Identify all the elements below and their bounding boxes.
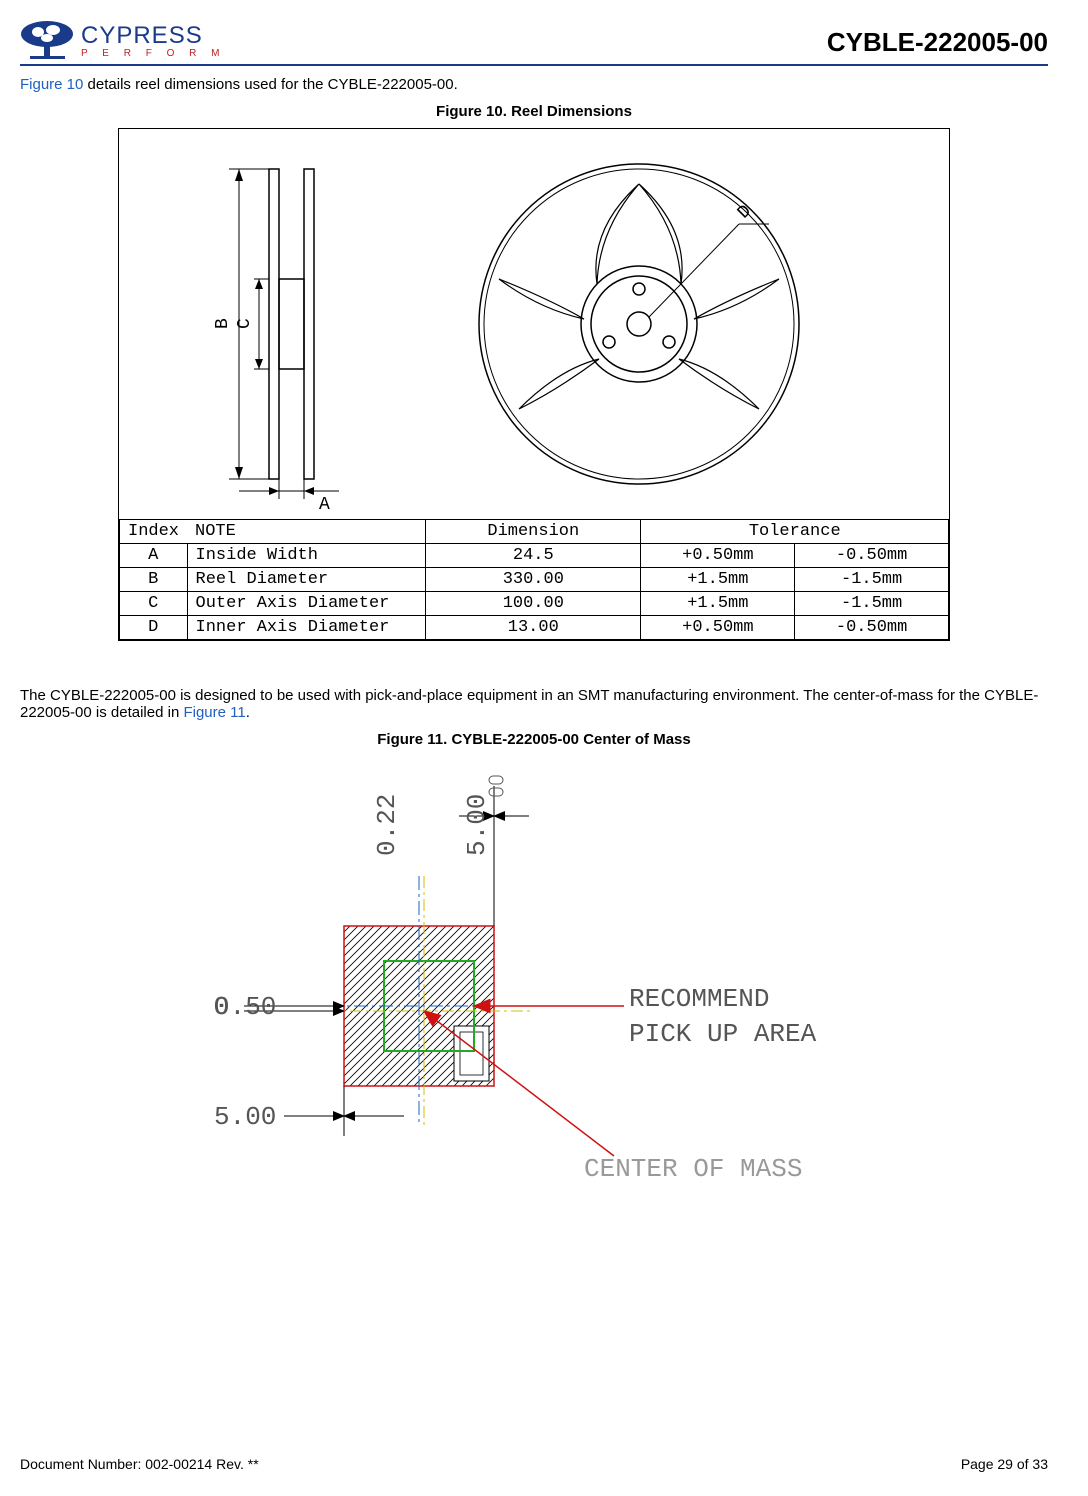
page-number: Page 29 of 33 [961,1456,1048,1472]
cell-tolm: -1.5mm [795,568,949,592]
intro-text-2: The CYBLE-222005-00 is designed to be us… [20,687,1048,721]
logo-subtext: P E R F O R M [81,48,226,59]
dim-label-c: C [235,318,255,329]
cell-idx: D [120,616,188,640]
doc-number: Document Number: 002-00214 Rev. ** [20,1456,259,1472]
figure10-caption: Figure 10. Reel Dimensions [20,103,1048,120]
dim-500-left: 5.00 [214,1102,276,1132]
intro1-rest: details reel dimensions used for the CYB… [83,76,457,93]
th-index: Index [120,520,188,544]
table-row: A Inside Width 24.5 +0.50mm -0.50mm [120,544,949,568]
logo-text: CYPRESS [81,22,226,50]
dim-label-a: A [319,495,330,515]
dim-022: 0.22 [372,794,402,856]
cell-dim: 330.00 [426,568,641,592]
cell-dim: 24.5 [426,544,641,568]
th-dimension: Dimension [426,520,641,544]
cell-tolm: -0.50mm [795,616,949,640]
table-header-row: Index NOTE Dimension Tolerance [120,520,949,544]
label-center-of-mass: CENTER OF MASS [584,1154,802,1184]
dimensions-table: Index NOTE Dimension Tolerance A Inside … [119,519,949,640]
reel-diagram: B C A [119,129,949,519]
label-recommend: RECOMMEND [629,984,769,1014]
part-number: CYBLE-222005-00 [827,27,1048,58]
dim-500-top: 5.00 [462,794,492,856]
cell-idx: A [120,544,188,568]
logo-tree-icon [20,20,75,60]
cell-note: Inner Axis Diameter [187,616,426,640]
cell-dim: 100.00 [426,592,641,616]
cell-note: Outer Axis Diameter [187,592,426,616]
cell-tolp: +0.50mm [641,616,795,640]
center-of-mass-diagram: 0.22 5.00 0 0.50 5.00 RECOMMEND PICK UP … [184,756,884,1196]
page-footer: Document Number: 002-00214 Rev. ** Page … [20,1456,1048,1472]
cell-tolp: +1.5mm [641,568,795,592]
table-row: B Reel Diameter 330.00 +1.5mm -1.5mm [120,568,949,592]
logo: CYPRESS P E R F O R M [20,20,226,60]
figure10: B C A [118,128,950,641]
cell-idx: B [120,568,188,592]
cell-dim: 13.00 [426,616,641,640]
dim-label-b: B [213,318,233,329]
figure10-link[interactable]: Figure 10 [20,76,83,93]
cell-tolm: -0.50mm [795,544,949,568]
cell-tolp: +0.50mm [641,544,795,568]
page-header: CYPRESS P E R F O R M CYBLE-222005-00 [20,20,1048,66]
cell-note: Reel Diameter [187,568,426,592]
cell-tolm: -1.5mm [795,592,949,616]
label-pickup-area: PICK UP AREA [629,1019,817,1049]
dim-050-val: 0.50 [214,992,276,1022]
intro2-pre: The CYBLE-222005-00 is designed to be us… [20,687,1038,721]
th-tolerance: Tolerance [641,520,949,544]
cell-note: Inside Width [187,544,426,568]
cell-idx: C [120,592,188,616]
intro2-post: . [246,704,250,721]
cell-tolp: +1.5mm [641,592,795,616]
dim-label-d: D [734,201,756,223]
intro-text-1: Figure 10 details reel dimensions used f… [20,76,1048,93]
figure11-link[interactable]: Figure 11 [183,704,245,721]
table-row: D Inner Axis Diameter 13.00 +0.50mm -0.5… [120,616,949,640]
table-row: C Outer Axis Diameter 100.00 +1.5mm -1.5… [120,592,949,616]
figure11-caption: Figure 11. CYBLE-222005-00 Center of Mas… [20,731,1048,748]
th-note: NOTE [187,520,426,544]
